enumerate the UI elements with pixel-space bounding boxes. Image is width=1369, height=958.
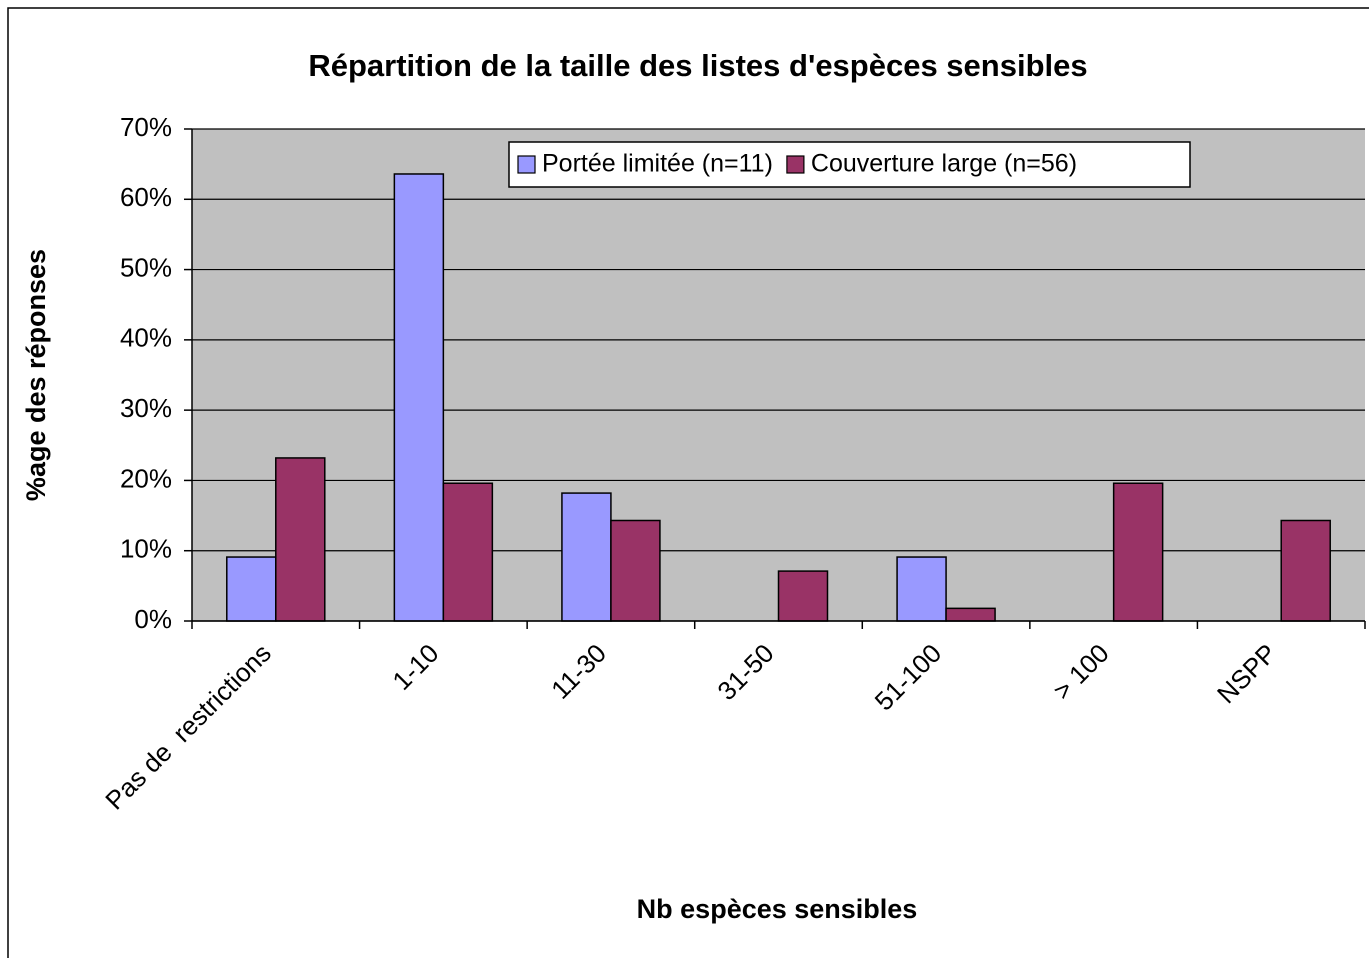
y-tick-label: 30% [120, 393, 172, 423]
legend-label: Couverture large (n=56) [811, 150, 1077, 178]
legend-swatch [786, 155, 805, 174]
y-tick-label: 60% [120, 182, 172, 212]
bar [896, 556, 947, 622]
y-tick-label: 20% [120, 463, 172, 493]
y-tick-label: 70% [120, 112, 172, 142]
bar [1112, 482, 1164, 622]
legend-label: Portée limitée (n=11) [542, 150, 773, 178]
y-tick-label: 10% [120, 534, 172, 564]
bar [226, 556, 277, 622]
legend-swatch [517, 155, 536, 174]
y-tick-label: 0% [134, 604, 172, 634]
bar [610, 519, 661, 622]
bar [393, 173, 445, 622]
bar [442, 482, 494, 622]
y-tick-label: 50% [120, 252, 172, 282]
y-tick-label: 40% [120, 323, 172, 353]
bar [945, 607, 996, 622]
legend: Portée limitée (n=11) Couverture large (n… [508, 141, 1191, 188]
bar [275, 457, 326, 622]
bar [777, 570, 829, 622]
x-axis-title: Nb espèces sensibles [637, 894, 918, 924]
legend-box [508, 141, 1191, 188]
chart-title: Répartition de la taille des listes d'es… [308, 48, 1087, 83]
bar [561, 492, 612, 622]
y-axis-title: %age des réponses [21, 249, 51, 501]
plot-area [192, 129, 1365, 621]
bar [1280, 519, 1331, 622]
